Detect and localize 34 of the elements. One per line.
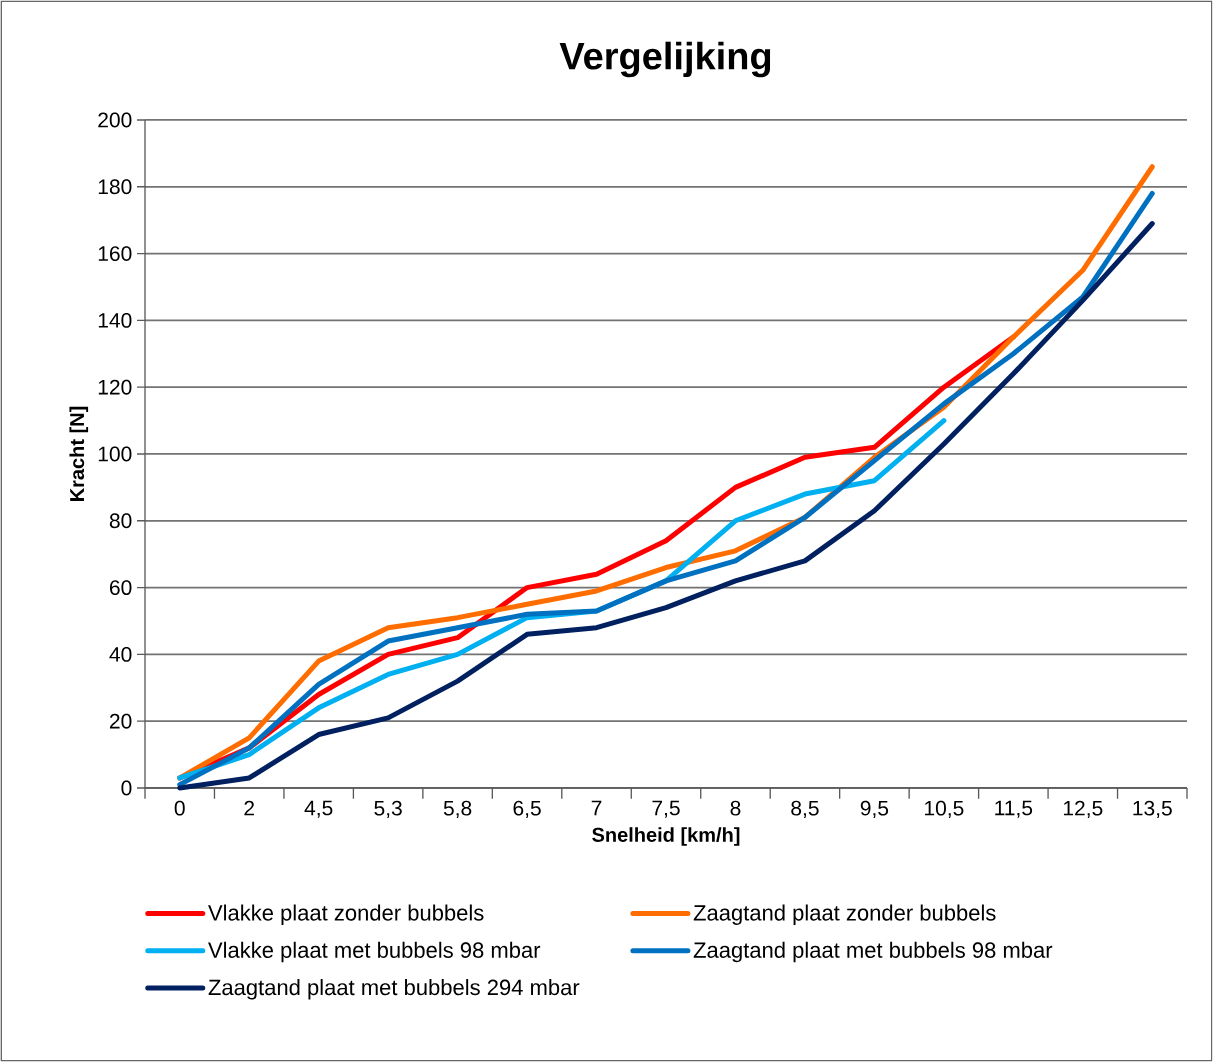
y-tick-label: 40 xyxy=(109,646,132,662)
legend-label: Zaagtand plaat met bubbels 294 mbar xyxy=(208,979,580,1000)
y-axis-title: Kracht [N] xyxy=(69,406,89,501)
x-tick-label: 13,5 xyxy=(1133,800,1172,819)
x-tick-label: 10,5 xyxy=(925,800,964,819)
x-tick-label: 7 xyxy=(591,800,602,816)
y-tick-label: 120 xyxy=(98,379,132,395)
x-axis-title: Snelheid [km/h] xyxy=(592,827,740,846)
chart-title: Vergelijking xyxy=(559,41,771,78)
y-tick-label: 100 xyxy=(98,446,132,462)
legend-label: Zaagtand plaat zonder bubbels xyxy=(693,904,996,925)
y-tick-label: 160 xyxy=(98,246,132,262)
x-tick-label: 8 xyxy=(730,800,741,816)
x-tick-label: 4,5 xyxy=(304,800,333,818)
x-tick-label: 5,8 xyxy=(443,800,472,819)
x-tick-label: 12,5 xyxy=(1063,800,1103,819)
x-tick-label: 7,5 xyxy=(652,800,680,818)
y-tick-label: 80 xyxy=(109,513,132,529)
y-tick-label: 200 xyxy=(98,112,132,128)
x-tick-label: 6,5 xyxy=(513,800,541,819)
y-tick-label: 60 xyxy=(110,580,132,596)
x-tick-label: 8,5 xyxy=(791,800,819,819)
x-tick-label: 0 xyxy=(174,800,185,816)
y-tick-label: 180 xyxy=(98,179,132,195)
x-tick-label: 11,5 xyxy=(995,800,1033,818)
x-tick-label: 5,3 xyxy=(374,800,402,819)
y-tick-label: 20 xyxy=(109,713,132,729)
y-tick-label: 140 xyxy=(98,312,132,328)
x-tick-label: 9,5 xyxy=(860,800,889,819)
x-tick-label: 2 xyxy=(244,800,254,816)
legend-label: Vlakke plaat zonder bubbels xyxy=(208,904,484,925)
legend-label: Zaagtand plaat met bubbels 98 mbar xyxy=(693,941,1053,963)
legend-label: Vlakke plaat met bubbels 98 mbar xyxy=(208,941,541,963)
y-tick-label: 0 xyxy=(121,780,132,796)
